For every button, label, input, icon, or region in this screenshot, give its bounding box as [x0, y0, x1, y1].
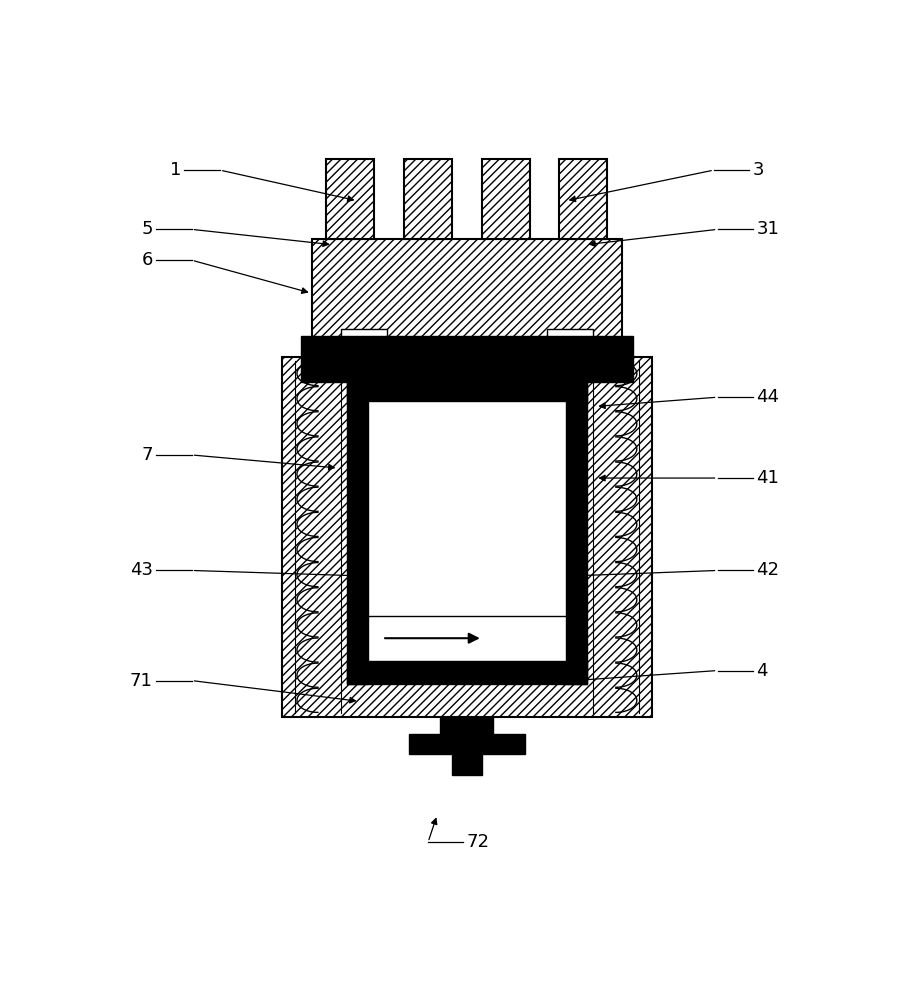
Bar — [312, 239, 622, 359]
Bar — [301, 336, 633, 382]
Text: 72: 72 — [466, 833, 490, 851]
Text: 41: 41 — [756, 469, 779, 487]
Text: 71: 71 — [130, 672, 153, 690]
Bar — [409, 734, 525, 754]
Bar — [347, 378, 368, 684]
Bar — [440, 717, 494, 736]
Text: 6: 6 — [141, 251, 153, 269]
Bar — [342, 329, 387, 359]
Text: 44: 44 — [756, 388, 779, 406]
Text: 3: 3 — [752, 161, 764, 179]
Bar — [347, 378, 587, 401]
Text: 42: 42 — [756, 561, 779, 579]
Bar — [347, 661, 587, 684]
Bar — [566, 378, 587, 684]
Bar — [326, 158, 374, 239]
Text: 4: 4 — [756, 662, 768, 680]
Text: 5: 5 — [141, 220, 153, 238]
Text: 43: 43 — [129, 561, 153, 579]
Bar — [559, 158, 608, 239]
Text: 31: 31 — [756, 220, 779, 238]
Bar — [452, 744, 482, 774]
Bar — [281, 357, 652, 717]
Text: 7: 7 — [141, 446, 153, 464]
Bar — [368, 401, 566, 661]
Bar — [482, 158, 529, 239]
Bar — [368, 616, 566, 661]
Text: 1: 1 — [169, 161, 181, 179]
Bar — [547, 329, 592, 359]
Bar — [404, 158, 452, 239]
